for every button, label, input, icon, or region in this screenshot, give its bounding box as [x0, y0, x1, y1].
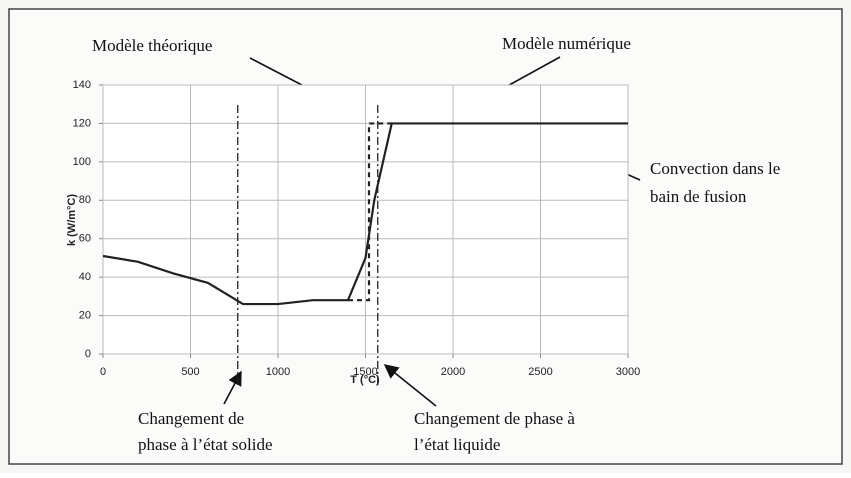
- y-axis-label: k (W/m°C): [66, 194, 78, 246]
- x-tick-label: 1000: [266, 366, 290, 378]
- x-tick-label: 500: [181, 366, 199, 378]
- y-tick-label: 0: [85, 348, 91, 360]
- y-tick-label: 120: [73, 117, 91, 129]
- series-line: [102, 122, 628, 306]
- annotation: phase à l’état solide: [138, 435, 273, 454]
- annotation: Changement de phase à: [414, 409, 575, 428]
- x-tick-label: 2000: [441, 366, 465, 378]
- annotation: Changement de: [138, 409, 244, 428]
- x-tick-label: 1500: [353, 366, 377, 378]
- annotation: Modèle théorique: [92, 36, 212, 55]
- annotation: Convection dans le: [650, 159, 780, 178]
- annotation: bain de fusion: [650, 187, 747, 206]
- y-tick-label: 140: [73, 79, 91, 91]
- y-tick-label: 60: [79, 233, 91, 245]
- series-line: [348, 122, 392, 302]
- x-tick-label: 0: [100, 366, 106, 378]
- x-axis-label: T (°C): [350, 374, 380, 386]
- annotation: l’état liquide: [414, 435, 500, 454]
- y-tick-label: 80: [79, 194, 91, 206]
- y-tick-label: 40: [79, 271, 91, 283]
- y-tick-label: 100: [73, 156, 91, 168]
- x-tick-label: 3000: [616, 366, 640, 378]
- x-tick-label: 2500: [528, 366, 552, 378]
- y-tick-label: 20: [79, 309, 91, 321]
- arrow: [383, 364, 437, 407]
- annotation: Modèle numérique: [502, 34, 631, 53]
